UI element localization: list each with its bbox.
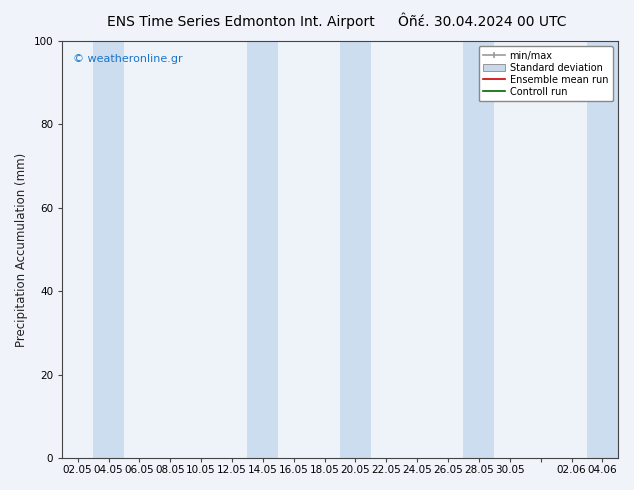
- Text: Ôñέ. 30.04.2024 00 UTC: Ôñέ. 30.04.2024 00 UTC: [398, 15, 566, 29]
- Bar: [247, 41, 278, 458]
- Bar: [340, 41, 371, 458]
- Text: © weatheronline.gr: © weatheronline.gr: [74, 53, 183, 64]
- Bar: [463, 41, 495, 458]
- Bar: [93, 41, 124, 458]
- Y-axis label: Precipitation Accumulation (mm): Precipitation Accumulation (mm): [15, 152, 28, 347]
- Text: ENS Time Series Edmonton Int. Airport: ENS Time Series Edmonton Int. Airport: [107, 15, 375, 29]
- Legend: min/max, Standard deviation, Ensemble mean run, Controll run: min/max, Standard deviation, Ensemble me…: [479, 46, 613, 101]
- Bar: [587, 41, 618, 458]
